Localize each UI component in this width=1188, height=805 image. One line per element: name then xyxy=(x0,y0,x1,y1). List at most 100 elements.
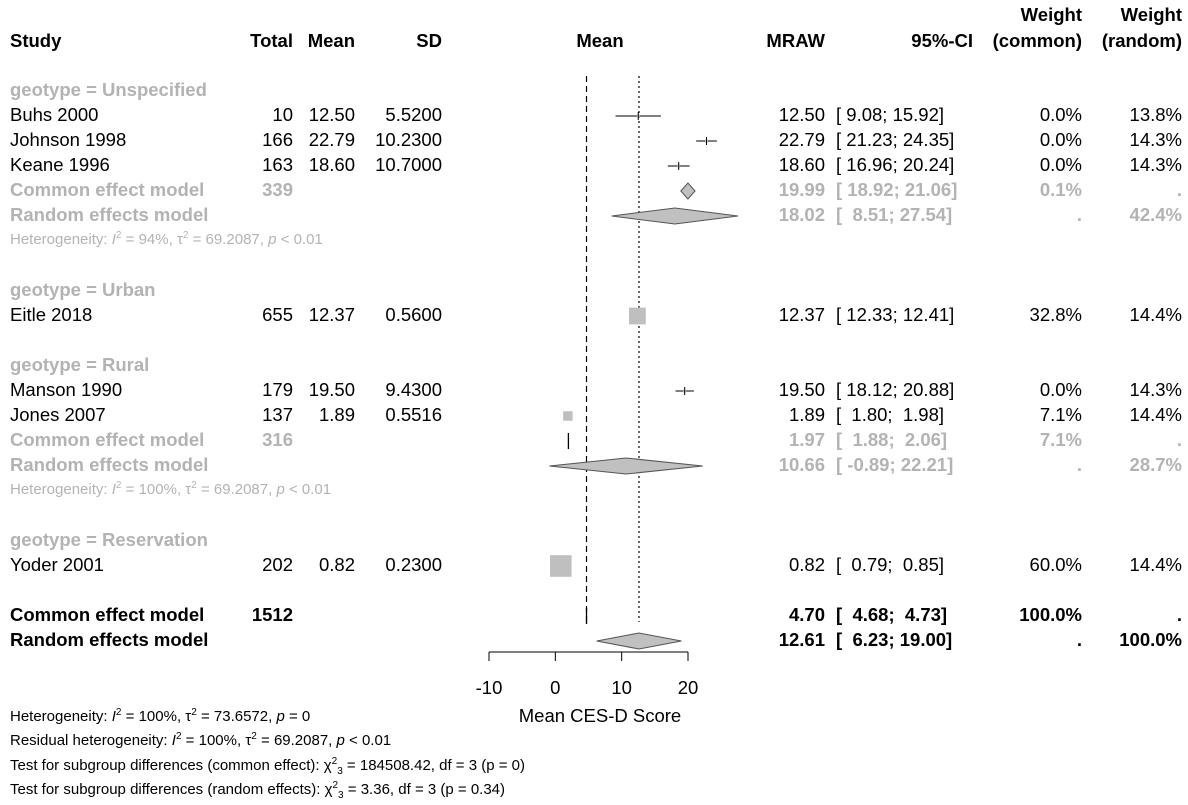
row-mraw: 19.99 xyxy=(778,179,825,200)
subgroup-heterogeneity: Heterogeneity: I2 = 94%, τ2 = 69.2087, p… xyxy=(10,230,323,249)
row-weight-common: 0.0% xyxy=(1039,379,1082,400)
row-mean: 18.60 xyxy=(308,154,355,175)
row-total: 202 xyxy=(262,554,293,575)
row-ci: [ 12.33; 12.41] xyxy=(836,304,955,325)
row-weight-common: 0.0% xyxy=(1039,104,1082,125)
summary-diamond xyxy=(611,207,739,225)
row-weight-common: . xyxy=(1076,204,1082,225)
row-sd: 10.7000 xyxy=(375,154,442,175)
row-weight-random: . xyxy=(1176,604,1182,625)
subgroup-heading: geotype = Reservation xyxy=(10,529,208,550)
x-tick-label: 10 xyxy=(611,677,632,698)
study-box xyxy=(549,555,572,577)
row-mean: 12.37 xyxy=(308,304,355,325)
summary-diamond xyxy=(680,182,696,200)
row-label: Random effects model xyxy=(10,204,209,225)
row-mraw: 18.60 xyxy=(778,154,825,175)
row-ci: [ 1.88; 2.06] xyxy=(836,429,948,450)
subgroup-heading: geotype = Rural xyxy=(10,354,150,375)
row-sd: 5.5200 xyxy=(385,104,442,125)
row-sd: 10.2300 xyxy=(375,129,442,150)
row-weight-random: 14.3% xyxy=(1129,154,1182,175)
row-total: 655 xyxy=(262,304,293,325)
row-total: 339 xyxy=(262,179,293,200)
row-label: Random effects model xyxy=(10,454,209,475)
row-label: Buhs 2000 xyxy=(10,104,99,125)
row-ci: [ 21.23; 24.35] xyxy=(836,129,955,150)
row-weight-common: 0.0% xyxy=(1039,129,1082,150)
header-weight-common-2: (common) xyxy=(992,30,1082,51)
header-ci: 95%-CI xyxy=(911,30,973,51)
row-mean: 1.89 xyxy=(318,404,355,425)
row-weight-random: 42.4% xyxy=(1129,204,1182,225)
row-sd: 0.2300 xyxy=(385,554,442,575)
summary-diamond xyxy=(596,632,682,650)
header-mean: Mean xyxy=(307,30,355,51)
row-weight-common: 0.1% xyxy=(1039,179,1082,200)
row-weight-random: 14.3% xyxy=(1129,379,1182,400)
row-label: Random effects model xyxy=(10,629,209,650)
x-tick-label: -10 xyxy=(476,677,503,698)
x-tick-label: 0 xyxy=(550,677,560,698)
row-total: 179 xyxy=(262,379,293,400)
row-weight-random: 100.0% xyxy=(1119,629,1182,650)
row-weight-common: . xyxy=(1076,629,1082,650)
subgroup-heterogeneity: Heterogeneity: I2 = 100%, τ2 = 69.2087, … xyxy=(10,480,332,499)
row-weight-random: 14.3% xyxy=(1129,129,1182,150)
row-label: Jones 2007 xyxy=(10,404,106,425)
row-weight-random: 13.8% xyxy=(1129,104,1182,125)
row-mean: 22.79 xyxy=(308,129,355,150)
header-total: Total xyxy=(250,30,293,51)
row-weight-random: 14.4% xyxy=(1129,304,1182,325)
x-tick-label: 20 xyxy=(678,677,699,698)
row-total: 316 xyxy=(262,429,293,450)
row-total: 166 xyxy=(262,129,293,150)
row-mraw: 1.89 xyxy=(788,404,825,425)
row-mraw: 12.50 xyxy=(778,104,825,125)
row-label: Common effect model xyxy=(10,179,205,200)
row-label: Common effect model xyxy=(10,604,205,625)
subgroup-heading: geotype = Unspecified xyxy=(10,79,207,100)
row-total: 137 xyxy=(262,404,293,425)
row-total: 10 xyxy=(272,104,293,125)
row-ci: [ -0.89; 22.21] xyxy=(836,454,954,475)
row-mraw: 12.37 xyxy=(778,304,825,325)
footer-subgroup-common: Test for subgroup differences (common ef… xyxy=(10,756,526,777)
header-weight-random-2: (random) xyxy=(1101,30,1182,51)
row-ci: [ 9.08; 15.92] xyxy=(836,104,945,125)
footer-subgroup-random: Test for subgroup differences (random ef… xyxy=(10,780,506,801)
row-ci: [ 18.92; 21.06] xyxy=(836,179,958,200)
footer-heterogeneity: Heterogeneity: I2 = 100%, τ2 = 73.6572, … xyxy=(10,707,311,726)
header-study: Study xyxy=(10,30,62,51)
row-weight-random: 14.4% xyxy=(1129,554,1182,575)
study-box xyxy=(629,307,646,325)
subgroup-heading: geotype = Urban xyxy=(10,279,156,300)
row-label: Manson 1990 xyxy=(10,379,123,400)
row-sd: 0.5516 xyxy=(385,404,442,425)
row-ci: [ 1.80; 1.98] xyxy=(836,404,944,425)
row-weight-common: 0.0% xyxy=(1039,154,1082,175)
header-plot-mean: Mean xyxy=(576,30,624,51)
row-mraw: 12.61 xyxy=(778,629,825,650)
row-weight-common: 100.0% xyxy=(1019,604,1082,625)
row-mraw: 19.50 xyxy=(778,379,825,400)
row-label: Common effect model xyxy=(10,429,205,450)
header-mraw: MRAW xyxy=(766,30,825,51)
header-weight-common-1: Weight xyxy=(1020,4,1082,25)
row-mean: 0.82 xyxy=(318,554,355,575)
row-ci: [ 6.23; 19.00] xyxy=(836,629,953,650)
row-total: 163 xyxy=(262,154,293,175)
row-weight-common: 32.8% xyxy=(1029,304,1082,325)
row-mraw: 1.97 xyxy=(788,429,825,450)
row-label: Keane 1996 xyxy=(10,154,110,175)
row-weight-common: 7.1% xyxy=(1039,404,1082,425)
row-label: Johnson 1998 xyxy=(10,129,127,150)
row-mraw: 10.66 xyxy=(778,454,825,475)
row-total: 1512 xyxy=(251,604,293,625)
row-mean: 19.50 xyxy=(308,379,355,400)
row-ci: [ 4.68; 4.73] xyxy=(836,604,948,625)
row-weight-random: 28.7% xyxy=(1129,454,1182,475)
row-ci: [ 8.51; 27.54] xyxy=(836,204,953,225)
row-label: Yoder 2001 xyxy=(10,554,104,575)
